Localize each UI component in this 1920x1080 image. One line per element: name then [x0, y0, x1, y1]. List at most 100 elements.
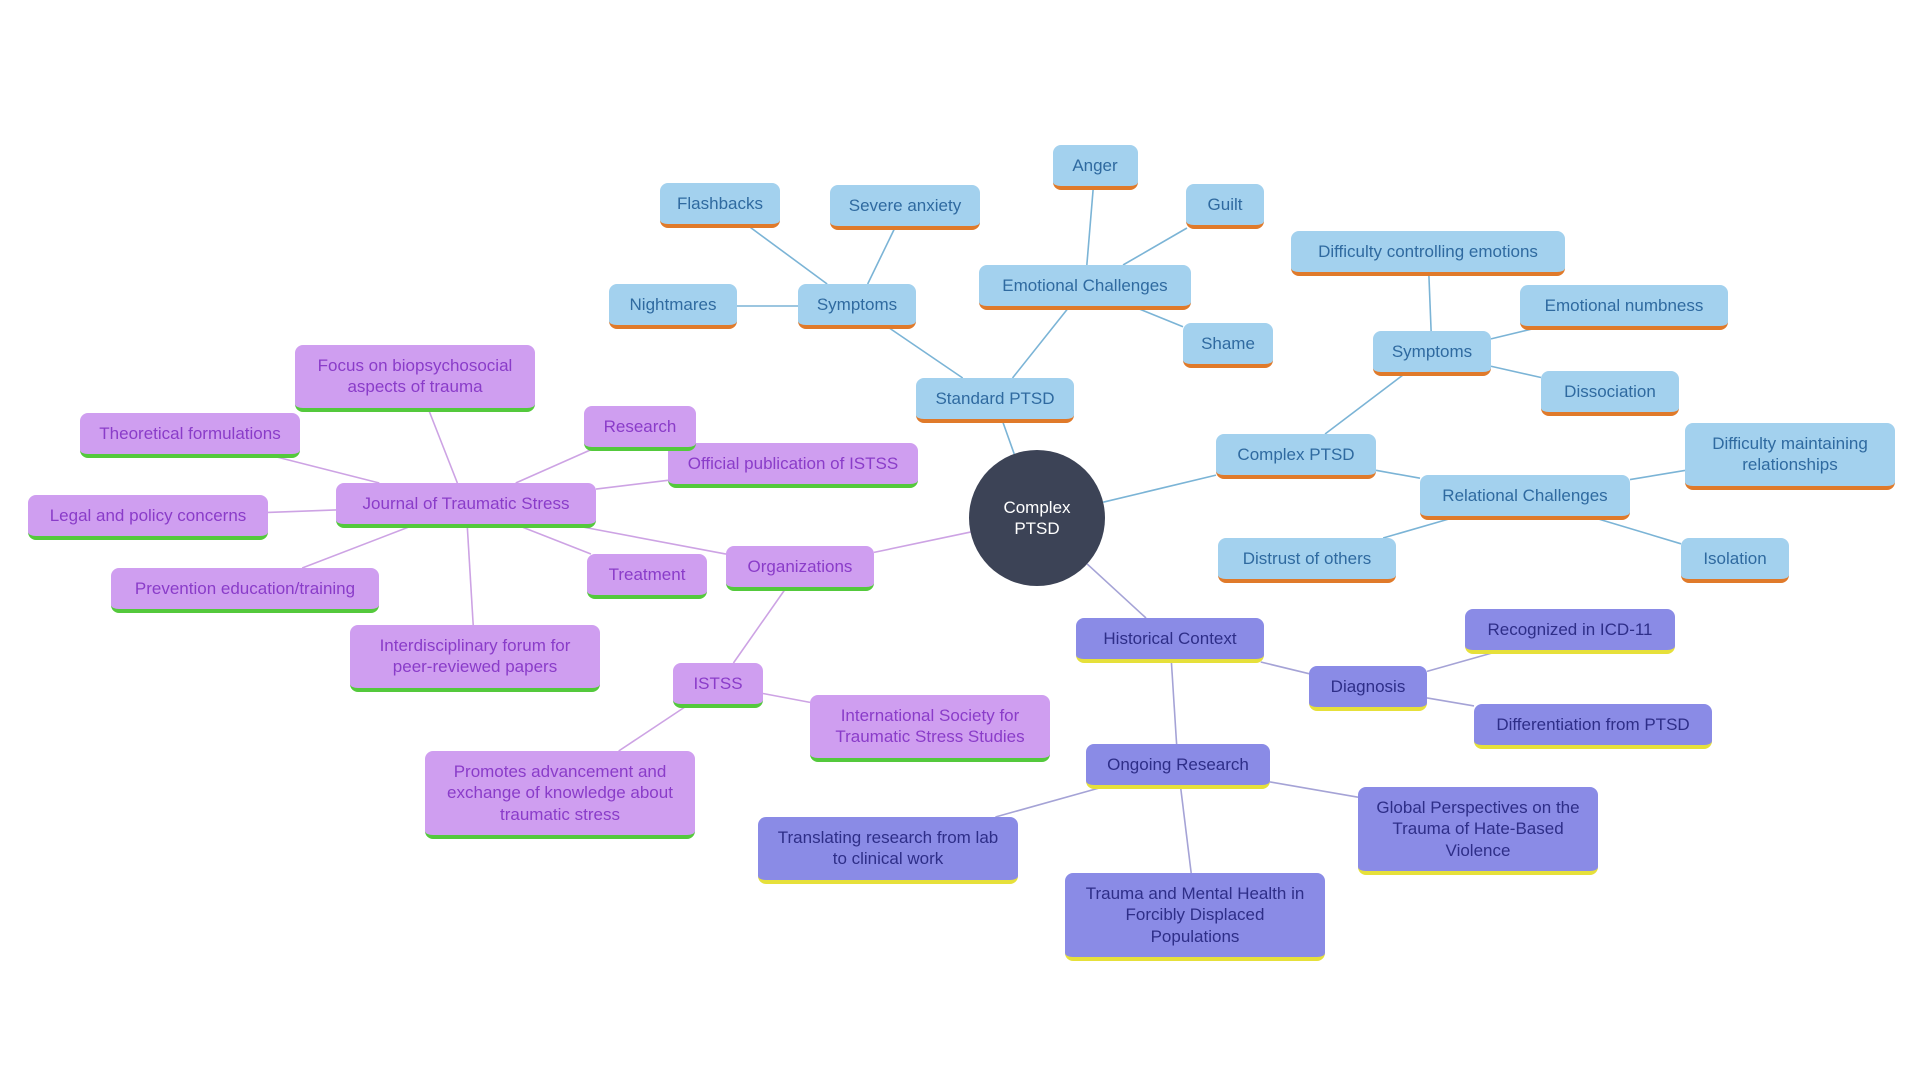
node-label: Promotes advancement and exchange of kno… [441, 761, 679, 825]
edge-jts-interdisc [467, 527, 473, 625]
node-hist[interactable]: Historical Context [1076, 618, 1264, 663]
node-research[interactable]: Research [584, 406, 696, 451]
edge-jts-theoretical [277, 457, 380, 483]
edge-root-cptsd [1103, 475, 1216, 502]
edge-orgs-jts [583, 527, 726, 554]
edge-ongoing-hate [1270, 782, 1358, 797]
node-label: Difficulty maintaining relationships [1701, 433, 1879, 476]
node-icd11[interactable]: Recognized in ICD-11 [1465, 609, 1675, 654]
edge-hist-ongoing [1171, 662, 1176, 744]
node-label: ISTSS [693, 673, 742, 694]
node-label: Translating research from lab to clinica… [774, 827, 1002, 870]
edge-jts-off_pub [596, 480, 668, 489]
edge-ongoing-displaced [1181, 788, 1191, 873]
node-cptsd[interactable]: Complex PTSD [1216, 434, 1376, 479]
node-label: Focus on biopsychosocial aspects of trau… [311, 355, 519, 398]
node-label: Recognized in ICD-11 [1487, 619, 1652, 640]
node-anger[interactable]: Anger [1053, 145, 1138, 190]
node-label: Trauma and Mental Health in Forcibly Dis… [1081, 883, 1309, 947]
node-orgs[interactable]: Organizations [726, 546, 874, 591]
root-node[interactable]: Complex PTSD [969, 450, 1105, 586]
edge-emo_chal-anger [1087, 189, 1093, 265]
edge-jts-treatment [522, 527, 591, 554]
node-prevention[interactable]: Prevention education/training [111, 568, 379, 613]
edge-cp_sym-emo_numb [1491, 329, 1532, 339]
node-shame[interactable]: Shame [1183, 323, 1273, 368]
node-label: Flashbacks [677, 193, 763, 214]
node-distrust[interactable]: Distrust of others [1218, 538, 1396, 583]
edge-emo_chal-shame [1139, 309, 1183, 327]
node-label: Global Perspectives on the Trauma of Hat… [1374, 797, 1582, 861]
node-istss_full[interactable]: International Society for Traumatic Stre… [810, 695, 1050, 762]
node-std_sym[interactable]: Symptoms [798, 284, 916, 329]
edge-rel_chal-isolation [1598, 519, 1681, 544]
edge-std_ptsd-emo_chal [1013, 309, 1068, 378]
node-off_pub[interactable]: Official publication of ISTSS [668, 443, 918, 488]
node-label: Distrust of others [1243, 548, 1372, 569]
node-diff_emo[interactable]: Difficulty controlling emotions [1291, 231, 1565, 276]
node-label: Organizations [748, 556, 853, 577]
edge-cptsd-cp_sym [1325, 375, 1403, 434]
edge-diag-diff_ptsd [1427, 698, 1474, 706]
node-flashbacks[interactable]: Flashbacks [660, 183, 780, 228]
node-label: Legal and policy concerns [50, 505, 247, 526]
edge-emo_chal-guilt [1123, 228, 1187, 265]
node-lab_clin[interactable]: Translating research from lab to clinica… [758, 817, 1018, 884]
node-diff_rel[interactable]: Difficulty maintaining relationships [1685, 423, 1895, 490]
node-diag[interactable]: Diagnosis [1309, 666, 1427, 711]
node-label: Difficulty controlling emotions [1318, 241, 1538, 262]
edge-jts-biopsycho [427, 405, 458, 483]
node-emo_numb[interactable]: Emotional numbness [1520, 285, 1728, 330]
node-label: Severe anxiety [849, 195, 961, 216]
edge-rel_chal-distrust [1383, 519, 1449, 538]
node-theoretical[interactable]: Theoretical formulations [80, 413, 300, 458]
edge-std_sym-flashbacks [750, 227, 827, 284]
node-cp_sym[interactable]: Symptoms [1373, 331, 1491, 376]
edge-istss-istss_prom [619, 707, 685, 751]
node-istss[interactable]: ISTSS [673, 663, 763, 708]
node-label: International Society for Traumatic Stre… [826, 705, 1034, 748]
node-displaced[interactable]: Trauma and Mental Health in Forcibly Dis… [1065, 873, 1325, 961]
node-ongoing[interactable]: Ongoing Research [1086, 744, 1270, 789]
node-emo_chal[interactable]: Emotional Challenges [979, 265, 1191, 310]
node-treatment[interactable]: Treatment [587, 554, 707, 599]
node-nightmares[interactable]: Nightmares [609, 284, 737, 329]
node-interdisc[interactable]: Interdisciplinary forum for peer-reviewe… [350, 625, 600, 692]
node-label: Ongoing Research [1107, 754, 1249, 775]
node-biopsycho[interactable]: Focus on biopsychosocial aspects of trau… [295, 345, 535, 412]
node-guilt[interactable]: Guilt [1186, 184, 1264, 229]
node-label: Isolation [1703, 548, 1766, 569]
node-jts[interactable]: Journal of Traumatic Stress [336, 483, 596, 528]
node-sev_anx[interactable]: Severe anxiety [830, 185, 980, 230]
node-std_ptsd[interactable]: Standard PTSD [916, 378, 1074, 423]
node-label: Symptoms [1392, 341, 1472, 362]
edge-std_ptsd-std_sym [889, 328, 962, 378]
node-label: Shame [1201, 333, 1255, 354]
node-diff_ptsd[interactable]: Differentiation from PTSD [1474, 704, 1712, 749]
edge-hist-diag [1261, 662, 1309, 674]
edge-std_sym-sev_anx [868, 229, 895, 284]
edge-root-orgs [874, 532, 970, 552]
node-label: Journal of Traumatic Stress [363, 493, 570, 514]
node-label: Guilt [1208, 194, 1243, 215]
node-hate[interactable]: Global Perspectives on the Trauma of Hat… [1358, 787, 1598, 875]
node-dissoc[interactable]: Dissociation [1541, 371, 1679, 416]
node-legal[interactable]: Legal and policy concerns [28, 495, 268, 540]
node-label: Anger [1072, 155, 1117, 176]
edge-diag-icd11 [1427, 653, 1492, 671]
node-label: Diagnosis [1331, 676, 1406, 697]
node-istss_prom[interactable]: Promotes advancement and exchange of kno… [425, 751, 695, 839]
node-isolation[interactable]: Isolation [1681, 538, 1789, 583]
node-label: Prevention education/training [135, 578, 355, 599]
edge-root-hist [1087, 564, 1146, 618]
node-label: Relational Challenges [1442, 485, 1607, 506]
node-label: Dissociation [1564, 381, 1656, 402]
node-label: Treatment [609, 564, 686, 585]
edge-istss-istss_full [763, 693, 810, 702]
node-label: Official publication of ISTSS [688, 453, 898, 474]
edge-jts-research [516, 450, 591, 483]
edge-cp_sym-dissoc [1491, 366, 1541, 377]
node-label: Emotional Challenges [1002, 275, 1167, 296]
node-label: Theoretical formulations [99, 423, 280, 444]
node-rel_chal[interactable]: Relational Challenges [1420, 475, 1630, 520]
